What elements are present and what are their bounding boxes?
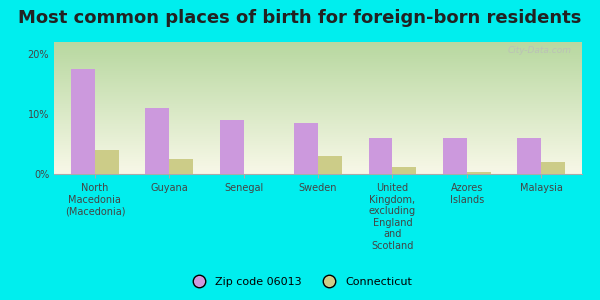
Bar [368, 138, 392, 174]
Bar [467, 172, 491, 174]
Text: Most common places of birth for foreign-born residents: Most common places of birth for foreign-… [19, 9, 581, 27]
Bar [169, 159, 193, 174]
Bar [71, 69, 95, 174]
Bar [95, 150, 119, 174]
Text: City-Data.com: City-Data.com [508, 46, 571, 55]
Bar [220, 120, 244, 174]
Bar [145, 108, 169, 174]
Bar [443, 138, 467, 174]
Bar [318, 156, 342, 174]
Bar [294, 123, 318, 174]
Bar [517, 138, 541, 174]
Bar [392, 167, 416, 174]
Legend: Zip code 06013, Connecticut: Zip code 06013, Connecticut [184, 273, 416, 291]
Bar [541, 162, 565, 174]
